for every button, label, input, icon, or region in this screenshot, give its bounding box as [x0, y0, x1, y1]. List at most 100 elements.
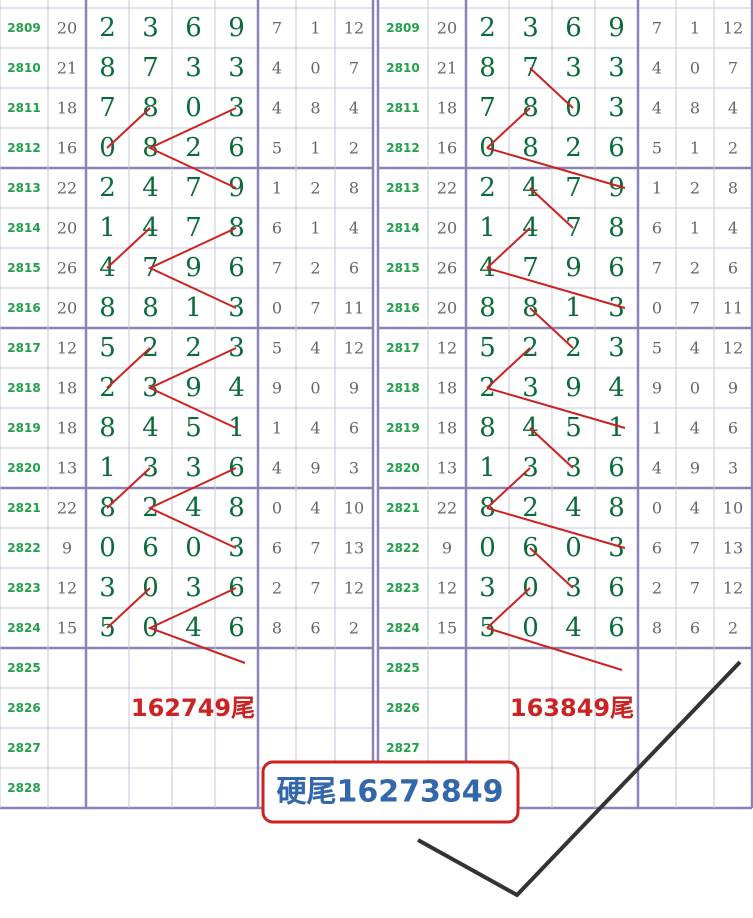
issue-cell: 2818 [7, 381, 40, 395]
digit-cell: 0 [99, 533, 116, 563]
extra-cell: 1 [310, 139, 320, 158]
sum-cell: 26 [437, 259, 457, 278]
extra-cell: 6 [652, 219, 662, 238]
digit-cell: 1 [479, 213, 496, 243]
extra-cell: 7 [652, 259, 662, 278]
extra-cell: 11 [344, 299, 364, 318]
sum-cell: 13 [437, 459, 457, 478]
digit-cell: 1 [185, 293, 202, 323]
digit-cell: 8 [479, 53, 496, 83]
extra-cell: 7 [728, 59, 738, 78]
extra-cell: 2 [652, 579, 662, 598]
issue-cell: 2822 [7, 541, 40, 555]
sum-cell: 15 [437, 619, 457, 638]
digit-cell: 1 [608, 413, 625, 443]
extra-cell: 1 [652, 419, 662, 438]
sum-cell: 16 [437, 139, 457, 158]
extra-cell: 6 [652, 539, 662, 558]
extra-cell: 7 [272, 19, 282, 38]
sum-cell: 26 [57, 259, 77, 278]
issue-cell: 2813 [386, 181, 419, 195]
digit-cell: 3 [608, 333, 625, 363]
digit-cell: 6 [142, 533, 159, 563]
digit-cell: 7 [565, 213, 582, 243]
digit-cell: 6 [608, 253, 625, 283]
issue-cell: 2825 [7, 661, 40, 675]
digit-cell: 9 [608, 173, 625, 203]
digit-cell: 6 [228, 573, 245, 603]
issue-cell: 2815 [386, 261, 419, 275]
digit-cell: 4 [185, 493, 202, 523]
extra-cell: 0 [310, 379, 320, 398]
issue-cell: 2823 [386, 581, 419, 595]
digit-cell: 3 [228, 53, 245, 83]
digit-cell: 3 [228, 333, 245, 363]
issue-cell: 2811 [386, 101, 419, 115]
digit-cell: 9 [185, 373, 202, 403]
issue-cell: 2809 [386, 21, 419, 35]
extra-cell: 7 [272, 259, 282, 278]
issue-cell: 2812 [7, 141, 40, 155]
issue-cell: 2825 [386, 661, 419, 675]
issue-cell: 2811 [7, 101, 40, 115]
sum-cell: 13 [57, 459, 77, 478]
digit-cell: 9 [185, 253, 202, 283]
digit-cell: 2 [185, 133, 202, 163]
issue-cell: 2826 [386, 701, 419, 715]
digit-cell: 5 [565, 413, 582, 443]
digit-cell: 8 [522, 93, 539, 123]
extra-cell: 6 [349, 259, 359, 278]
extra-cell: 6 [690, 619, 700, 638]
trend-lines [106, 67, 626, 671]
extra-cell: 1 [272, 179, 282, 198]
digit-cell: 7 [99, 93, 116, 123]
extra-cell: 4 [690, 499, 700, 518]
extra-cell: 12 [723, 339, 743, 358]
extra-cell: 12 [344, 19, 364, 38]
digit-cell: 0 [565, 93, 582, 123]
extra-cell: 2 [690, 259, 700, 278]
extra-cell: 12 [344, 339, 364, 358]
digit-cell: 0 [185, 533, 202, 563]
extra-cell: 6 [272, 539, 282, 558]
sum-cell: 12 [437, 579, 457, 598]
digit-cell: 3 [185, 573, 202, 603]
issue-cell: 2818 [386, 381, 419, 395]
sum-cell: 22 [57, 179, 77, 198]
extra-cell: 10 [723, 499, 743, 518]
extra-cell: 0 [652, 499, 662, 518]
extra-cell: 9 [690, 459, 700, 478]
digit-cell: 1 [99, 453, 116, 483]
digit-cell: 4 [185, 613, 202, 643]
stamp-text: 硬尾16273849 [277, 775, 504, 810]
digit-cell: 1 [228, 413, 245, 443]
extra-cell: 2 [272, 579, 282, 598]
digit-cell: 8 [99, 413, 116, 443]
issue-cell: 2816 [386, 301, 419, 315]
digit-cell: 2 [99, 13, 116, 43]
extra-cell: 4 [728, 219, 738, 238]
issue-cell: 2822 [386, 541, 419, 555]
digit-cell: 2 [99, 173, 116, 203]
digit-cell: 3 [608, 53, 625, 83]
extra-cell: 6 [349, 419, 359, 438]
digit-cell: 3 [228, 293, 245, 323]
sum-cell: 20 [57, 19, 77, 38]
digit-cell: 3 [608, 93, 625, 123]
digit-cell: 7 [185, 173, 202, 203]
extra-cell: 1 [310, 219, 320, 238]
digit-cell: 3 [479, 573, 496, 603]
extra-cell: 6 [310, 619, 320, 638]
extra-cell: 7 [310, 579, 320, 598]
issue-cell: 2819 [386, 421, 419, 435]
sum-cell: 12 [437, 339, 457, 358]
tail-note: 162749尾 [131, 694, 255, 722]
issue-cell: 2814 [7, 221, 40, 235]
digit-cell: 3 [522, 373, 539, 403]
extra-cell: 9 [349, 379, 359, 398]
extra-cell: 7 [690, 539, 700, 558]
digit-cell: 0 [565, 533, 582, 563]
digit-cell: 7 [142, 53, 159, 83]
extra-cell: 2 [349, 619, 359, 638]
